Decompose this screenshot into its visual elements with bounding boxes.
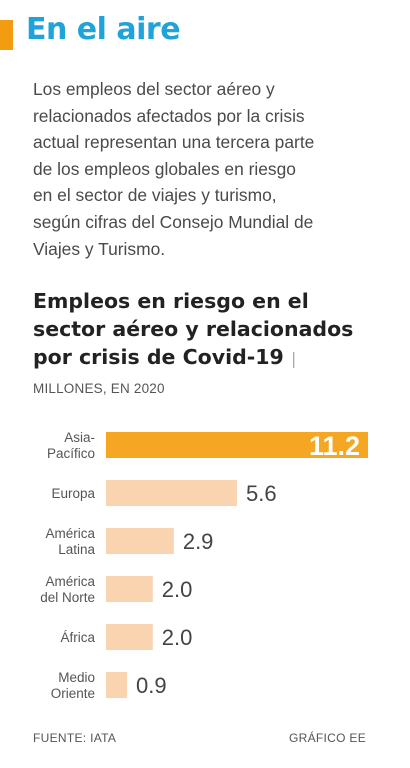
category-label: Medio Oriente (51, 670, 95, 701)
chart-title-line: sector aéreo y relacionados (33, 317, 354, 341)
category-label: Europa (51, 486, 95, 501)
value-label: 11.2 (309, 431, 360, 461)
category-label: América Latina (45, 526, 95, 557)
value-label: 2.0 (162, 625, 193, 650)
value-label: 5.6 (246, 481, 277, 506)
category-label: África (60, 630, 95, 645)
intro-line: relacionados afectados por la crisis (33, 105, 305, 126)
intro-line: Viajes y Turismo. (33, 238, 166, 259)
bar (106, 672, 128, 698)
headline: En el aire (26, 12, 181, 47)
headline-accent-bar (0, 20, 13, 50)
chart-title: Empleos en riesgo en el sector aéreo y r… (33, 287, 393, 373)
chart-title-separator: | (290, 349, 297, 368)
intro-line: Los empleos del sector aéreo y (33, 79, 275, 99)
intro-line: según cifras del Consejo Mundial de (33, 211, 314, 232)
intro-line: en el sector de viajes y turismo, (33, 185, 277, 206)
intro-text: Los empleos del sector aéreo y relaciona… (33, 76, 378, 262)
category-label: América del Norte (40, 574, 95, 605)
category-label: Asia-Pacífico (47, 430, 95, 461)
bar (106, 576, 153, 602)
graphic-credit: GRÁFICO EE (288, 731, 366, 745)
source-note: FUENTE: IATA (33, 731, 117, 745)
value-label: 2.9 (183, 529, 214, 554)
chart-title-line: Empleos en riesgo en el (33, 289, 309, 313)
intro-line: actual representan una tercera parte (33, 132, 315, 153)
bar (106, 480, 237, 506)
bar (106, 528, 174, 554)
bar-chart: Asia-Pacífico 11.2 Europa 5.6 América Latina 2… (40, 430, 368, 701)
value-label: 0.9 (136, 673, 167, 698)
value-label: 2.0 (162, 577, 193, 602)
intro-line: de los empleos globales en riesgo (33, 158, 296, 179)
chart-title-line: por crisis de Covid-19 (33, 345, 284, 369)
bar (106, 432, 368, 458)
bar (106, 624, 153, 650)
chart-units: MILLONES, EN 2020 (33, 381, 165, 396)
